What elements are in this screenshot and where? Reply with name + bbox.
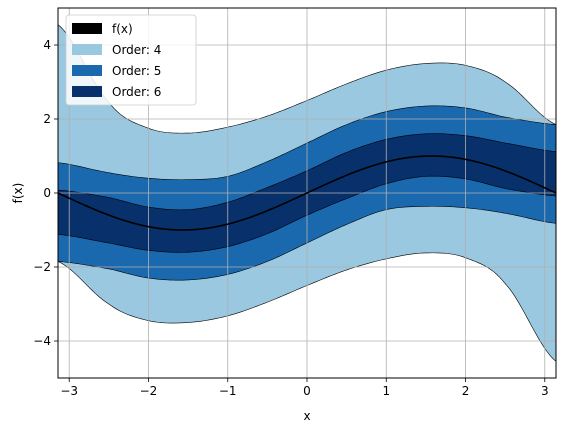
x-tick-label: 0 — [303, 384, 311, 398]
y-tick-label: 2 — [43, 112, 51, 126]
x-tick-label: 3 — [541, 384, 549, 398]
y-tick-label: 0 — [43, 186, 51, 200]
ticks-layer: −3 −2 −1 0 1 2 3 −4 −2 0 2 4 — [33, 38, 548, 398]
y-tick-label: 4 — [43, 38, 51, 52]
function-line-layer — [58, 155, 556, 231]
legend-box — [65, 14, 197, 106]
x-tick-label: −1 — [219, 384, 237, 398]
legend-swatch — [72, 44, 102, 55]
x-tick-label: 2 — [462, 384, 470, 398]
x-tick-label: −3 — [60, 384, 78, 398]
legend-label: f(x) — [112, 22, 133, 36]
x-axis-label: x — [303, 409, 310, 423]
legend-label: Order: 6 — [112, 85, 161, 99]
legend-label: Order: 4 — [112, 43, 161, 57]
y-axis-label: f(x) — [11, 183, 25, 204]
x-tick-label: −2 — [140, 384, 158, 398]
y-tick-label: −4 — [33, 334, 51, 348]
function-line — [58, 155, 556, 231]
legend-swatch — [72, 23, 102, 34]
x-tick-label: 1 — [382, 384, 390, 398]
y-tick-label: −2 — [33, 260, 51, 274]
legend-swatch — [72, 86, 102, 97]
legend-swatch — [72, 65, 102, 76]
legend: f(x) Order: 4 Order: 5 Order: 6 — [65, 14, 197, 106]
legend-label: Order: 5 — [112, 64, 161, 78]
